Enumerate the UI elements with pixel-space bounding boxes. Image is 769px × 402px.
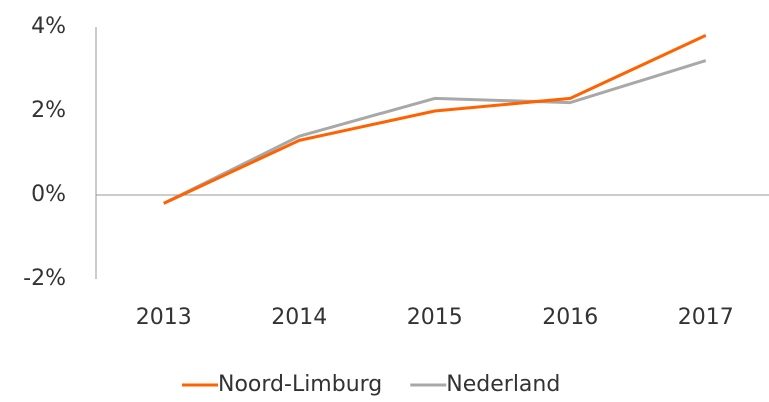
series-line [163,59,707,205]
legend-label: Nederland [446,372,560,397]
y-tick-label: 0% [31,182,66,207]
y-tick-label: -2% [23,266,66,291]
y-tick-label: 2% [31,98,66,123]
x-tick-label: 2017 [678,305,734,330]
x-tick-label: 2013 [136,305,192,330]
x-tick-label: 2016 [542,305,598,330]
x-tick-label: 2014 [271,305,327,330]
y-tick-label: 4% [31,14,66,39]
series-line [163,34,707,205]
x-tick-label: 2015 [407,305,463,330]
legend-label: Noord-Limburg [218,372,382,397]
